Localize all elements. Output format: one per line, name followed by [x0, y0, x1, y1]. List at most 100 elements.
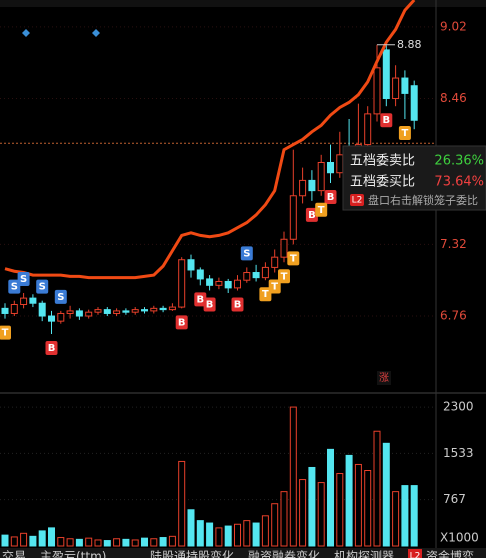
signal-badge — [305, 207, 318, 222]
high-marker-label: 8.88 — [397, 38, 422, 51]
volume-bar — [308, 466, 316, 547]
candle-body — [392, 77, 400, 100]
candle-body — [122, 310, 130, 313]
candle-body — [94, 309, 102, 313]
candle-body — [38, 302, 46, 317]
volume-bar — [159, 537, 167, 547]
tab-badge-text: L2 — [410, 552, 421, 558]
candle-body — [159, 307, 167, 311]
candle-body — [299, 179, 307, 197]
tab[interactable]: 陆股通持股变化 — [150, 549, 234, 558]
signal-badge — [175, 315, 188, 330]
popup-value: 26.36% — [434, 154, 484, 169]
volume-bar — [57, 537, 65, 547]
candle-body — [317, 161, 325, 192]
signal-label: S — [11, 282, 18, 293]
volume-bar — [29, 535, 37, 547]
upper-band — [4, 0, 416, 280]
candle-body — [308, 179, 316, 192]
signal-label: T — [290, 253, 297, 264]
signal-label: B — [178, 317, 186, 328]
candle-body — [206, 278, 214, 286]
volume-bar — [206, 522, 214, 547]
candle-body — [410, 85, 418, 121]
popup-label: 五档委买比 — [350, 175, 415, 190]
signal-label: S — [20, 274, 27, 285]
tab[interactable]: 资金博弈 — [426, 549, 474, 558]
volume-bar — [113, 538, 121, 547]
y-tick-label: 7.32 — [440, 237, 467, 251]
volume-bar — [196, 520, 204, 547]
volume-bar — [48, 527, 55, 547]
candle-body — [327, 161, 334, 174]
volume-bar — [382, 442, 390, 547]
signal-badge — [240, 246, 253, 261]
candle-body — [261, 266, 269, 279]
signal-badge — [324, 189, 337, 204]
candle-body — [141, 309, 148, 312]
signal-badge — [259, 287, 272, 302]
signal-badge — [8, 279, 21, 294]
volume-bar — [271, 503, 279, 547]
popup-hint: 盘口右击解锁笼子委比 — [368, 193, 478, 207]
signal-badge — [268, 279, 281, 294]
annotation: 涨 — [379, 372, 389, 384]
volume-bar — [1, 534, 9, 547]
candle-body — [373, 67, 381, 115]
signal-badge — [194, 292, 207, 307]
candle-body — [48, 315, 55, 322]
candle-body — [280, 238, 288, 258]
candle-body — [187, 259, 195, 271]
unit-label: X1000 — [440, 531, 479, 545]
candle-body — [85, 311, 93, 317]
popup-box — [342, 145, 486, 211]
signal-badge — [380, 113, 393, 128]
signal-badge — [398, 125, 411, 140]
volume-bar — [224, 525, 232, 547]
volume-bar — [94, 539, 102, 547]
tab[interactable]: 融资融券变化 — [248, 549, 320, 558]
volume-bar — [168, 535, 176, 547]
signal-badge — [315, 202, 328, 217]
volume-bar — [354, 463, 362, 547]
volume-bar — [289, 406, 297, 547]
signal-badge — [36, 279, 49, 294]
candle-body — [401, 77, 409, 94]
tab[interactable]: 主盈亏(ttm) — [40, 550, 106, 558]
volume-bar — [410, 485, 418, 547]
signal-label: S — [243, 248, 250, 259]
candle-body — [336, 154, 344, 174]
candle-body — [215, 280, 223, 286]
y-tick-label: 9.02 — [440, 19, 467, 33]
volume-bar — [336, 473, 344, 547]
volume-bar — [10, 536, 18, 547]
candle-body — [271, 256, 279, 268]
candle-body — [10, 304, 18, 314]
signal-badge — [0, 325, 11, 340]
signal-label: B — [234, 299, 242, 310]
signal-label: B — [48, 343, 56, 354]
candle-body — [1, 307, 9, 314]
candle-body — [66, 310, 74, 314]
candle-body — [178, 259, 186, 308]
candle-body — [150, 307, 158, 312]
tab[interactable]: 机构探测器 — [334, 549, 394, 558]
candle-body — [224, 280, 232, 289]
volume-bar — [103, 540, 111, 547]
tab[interactable]: 交易 — [2, 549, 26, 558]
candle-body — [131, 309, 139, 313]
volume-bar — [280, 491, 288, 547]
volume-bar — [150, 538, 158, 547]
candle-body — [252, 272, 260, 279]
signal-label: T — [262, 289, 269, 300]
badge-text: L2 — [352, 196, 363, 206]
signal-label: S — [57, 292, 64, 303]
candle-body — [382, 49, 390, 100]
signal-badge — [287, 251, 300, 266]
candle-body — [289, 195, 297, 240]
signal-label: T — [2, 328, 9, 339]
tab-bar — [0, 548, 486, 558]
popup-label: 五档委卖比 — [350, 154, 415, 169]
y-tick-label: 767 — [443, 492, 466, 506]
